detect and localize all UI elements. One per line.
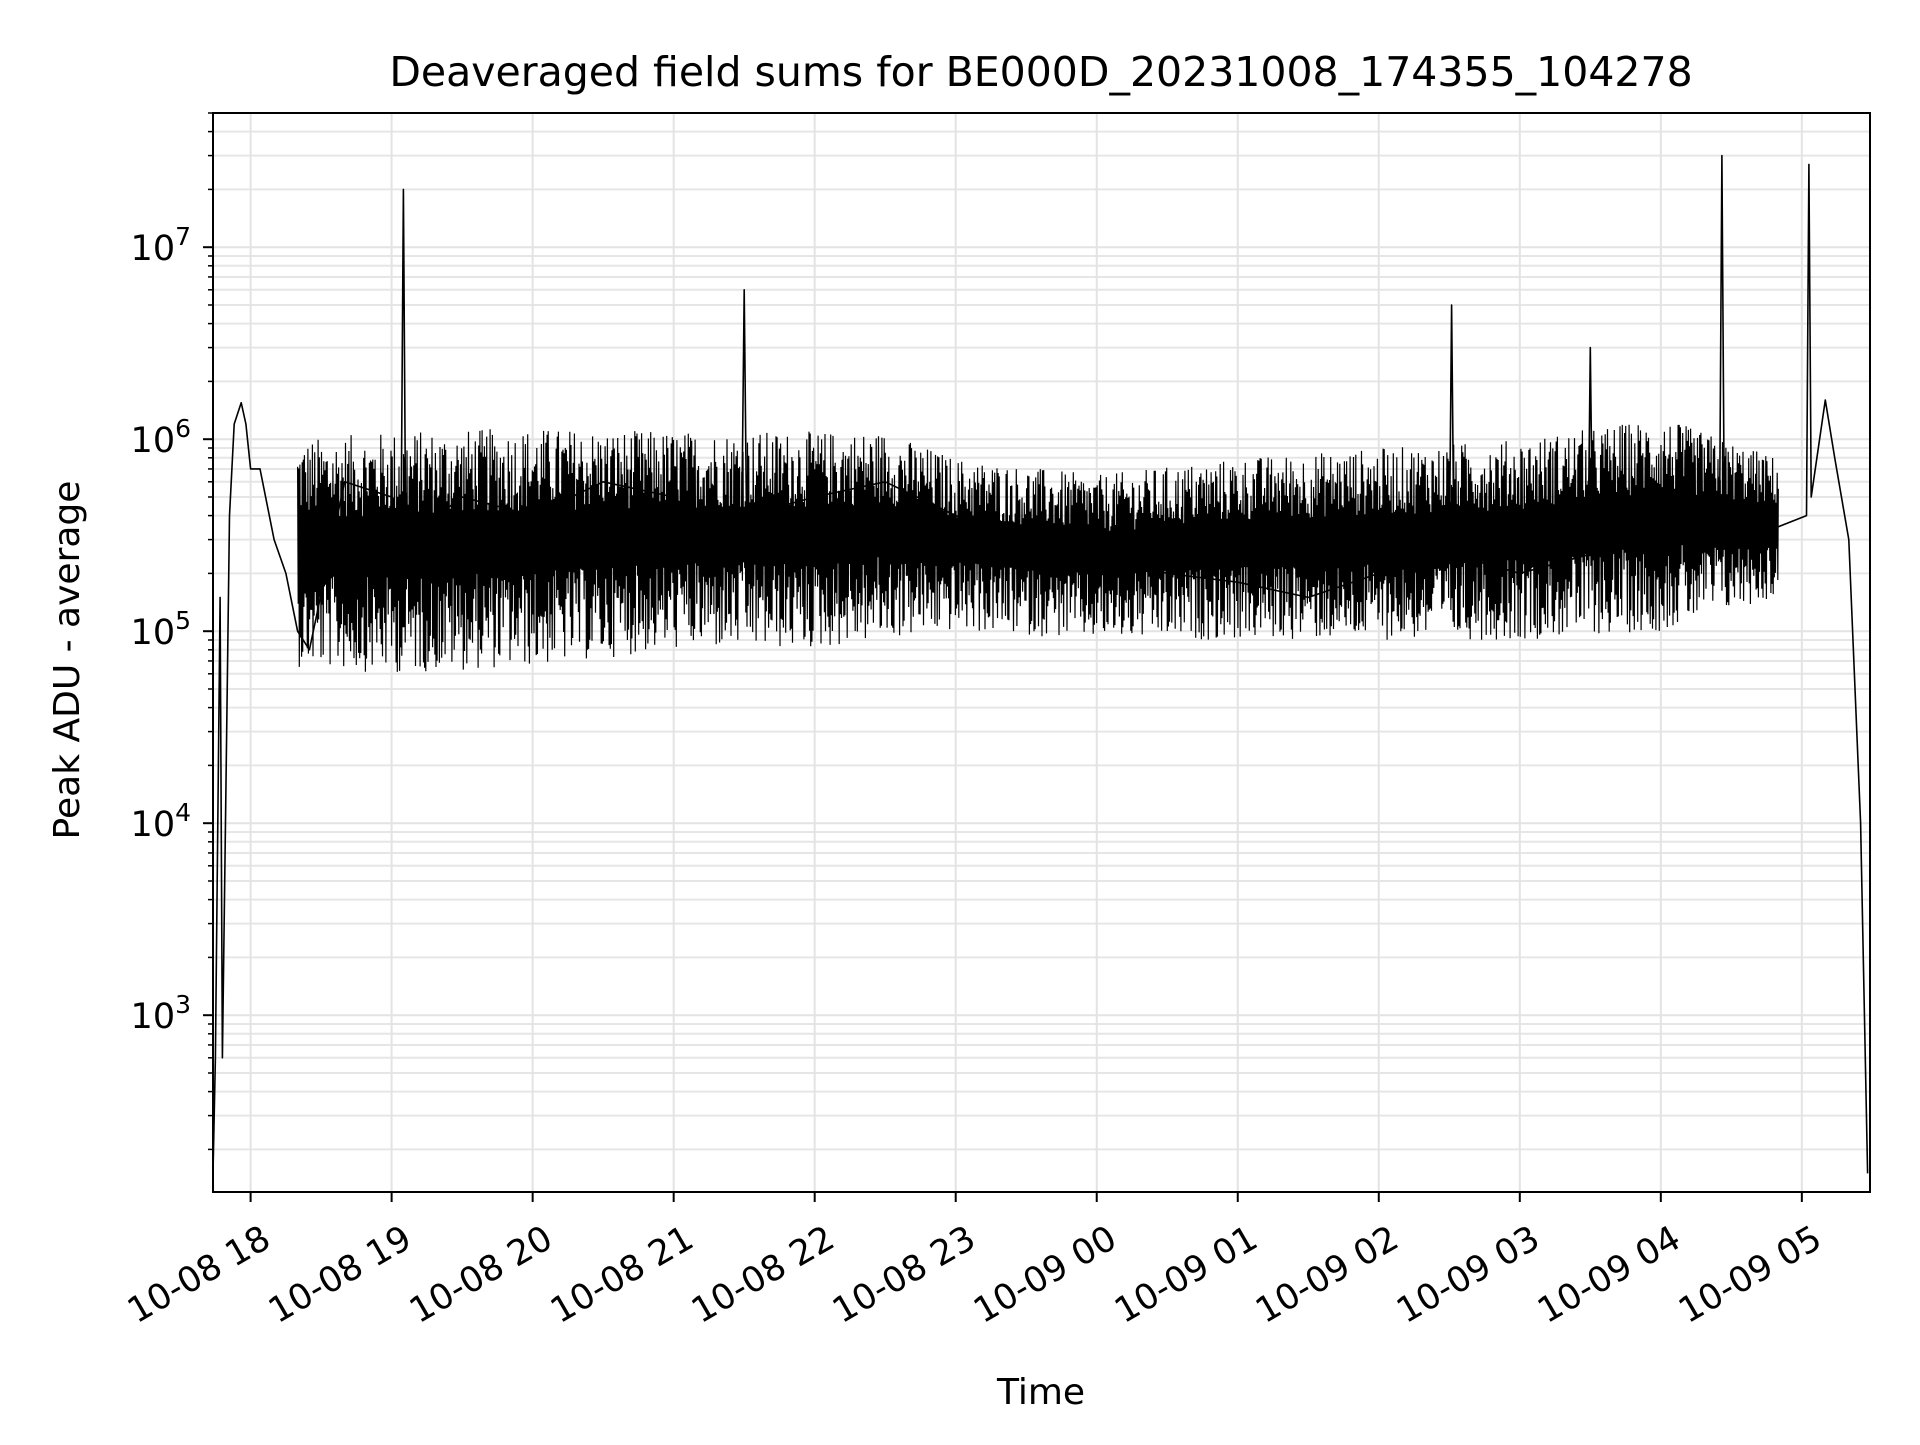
chart-title: Deaveraged field sums for BE000D_2023100… (389, 48, 1692, 96)
plot-area-frame (212, 112, 1871, 1193)
y-tick-label: 105 (131, 606, 191, 653)
series-noise-band (297, 424, 1779, 672)
y-axis-ticks: 103 104 105 106 107 (131, 112, 213, 1151)
y-tick-label: 106 (131, 414, 191, 461)
y-tick-label: 107 (131, 222, 191, 269)
series-line (212, 154, 1869, 1174)
x-axis-label: Time (996, 1372, 1085, 1413)
y-axis-label: Peak ADU - average (47, 481, 88, 840)
y-tick-label: 104 (131, 798, 191, 845)
series-layer (212, 154, 1869, 1174)
y-tick-label: 103 (131, 990, 191, 1037)
